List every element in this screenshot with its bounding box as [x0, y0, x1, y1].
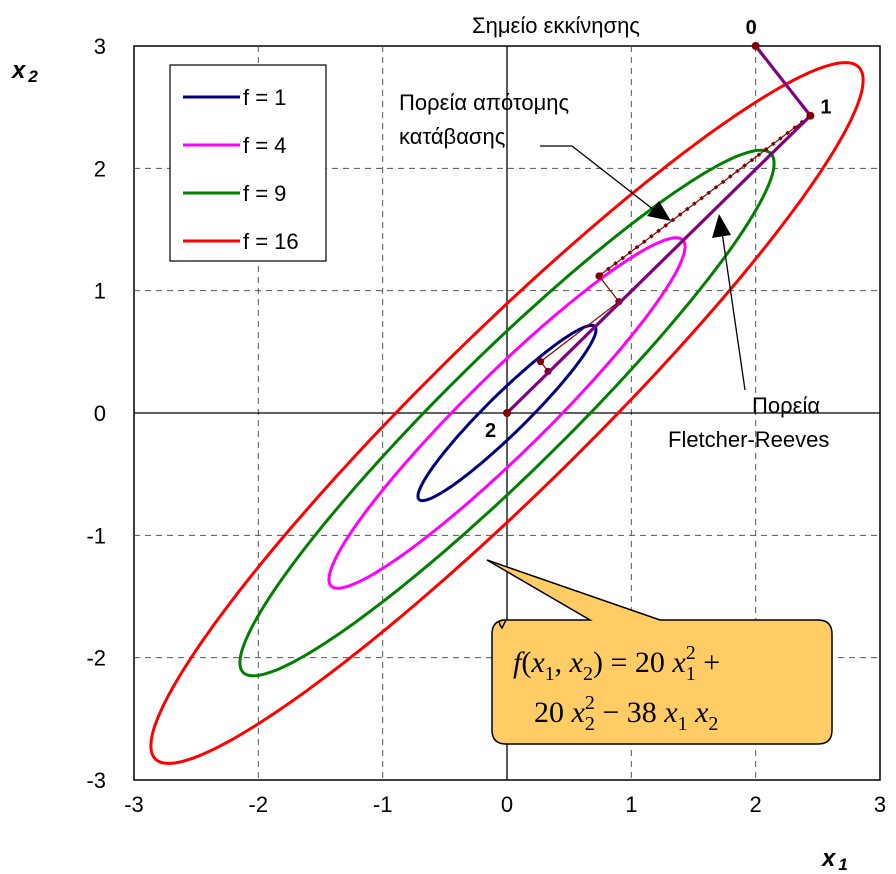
- formula-segment: 1: [678, 713, 688, 735]
- y-tick-label: -3: [86, 768, 106, 793]
- optimization-paths: 0 1 2: [485, 17, 831, 442]
- contour-f-1: [416, 323, 598, 503]
- formula-segment: x: [663, 696, 678, 729]
- formula-segment: [688, 696, 696, 729]
- formula-segment: x: [671, 646, 686, 679]
- formula-segment: 2: [708, 713, 718, 735]
- fr-annotation-line2: Fletcher-Reeves: [668, 427, 829, 452]
- fr-arrow-head: [712, 214, 731, 238]
- steepest-annotation-line1: Πορεία απότομης: [399, 90, 569, 115]
- formula-segment: 1: [686, 663, 696, 685]
- formula-segment: 2: [585, 713, 595, 735]
- steepest-path-point: [536, 358, 545, 366]
- contour-f-16: [149, 61, 865, 765]
- formula-line-1: f(x1, x2) = 20 x12 +: [513, 642, 720, 685]
- x-tick-label: -2: [249, 792, 269, 817]
- formula-segment: 2: [686, 642, 696, 664]
- formula-segment: (: [521, 646, 531, 679]
- x-tick-label: 3: [874, 792, 886, 817]
- fletcher-reeves-point: [503, 409, 511, 417]
- steepest-arrow-line: [540, 145, 655, 211]
- x-tick-label: 1: [625, 792, 637, 817]
- callout-bubble: [486, 559, 833, 745]
- point-label-1: 1: [820, 97, 831, 119]
- steepest-arrow-head: [647, 201, 671, 221]
- formula-segment: ) = 20: [593, 646, 672, 679]
- legend-label-f-1: f = 1: [243, 85, 286, 110]
- y-tick-label: -2: [86, 646, 106, 671]
- y-tick-label: -1: [86, 523, 106, 548]
- fr-arrow-line: [721, 231, 746, 391]
- formula-segment: 2: [583, 663, 593, 685]
- formula-segment: x: [530, 646, 545, 679]
- point-label-0: 0: [746, 17, 757, 39]
- formula-segment: ,: [555, 646, 570, 679]
- x-tick-label: 0: [501, 792, 513, 817]
- formula-segment: 2: [585, 692, 595, 714]
- fletcher-reeves-point: [751, 42, 760, 50]
- contour-f-9: [238, 148, 776, 678]
- formula-segment: 20: [534, 696, 572, 729]
- legend-label-f-4: f = 4: [243, 133, 286, 158]
- formula-segment: 1: [545, 663, 555, 685]
- x-tick-label: -3: [124, 792, 144, 817]
- y-tick-label: 3: [94, 34, 106, 59]
- contour-f-4: [327, 236, 687, 590]
- formula-callout: f(x1, x2) = 20 x12 +20 x22 − 38 x1 x2: [486, 559, 833, 745]
- fr-annotation-line1: Πορεία: [752, 393, 820, 418]
- legend-label-f-9: f = 9: [243, 181, 286, 206]
- x-tick-label: 2: [750, 792, 762, 817]
- steepest-path-point: [595, 272, 603, 280]
- start-point-annotation: Σημείο εκκίνησης: [472, 13, 640, 38]
- contours: [149, 61, 865, 765]
- formula-line-2: 20 x22 − 38 x1 x2: [534, 692, 718, 735]
- legend-label-f-16: f = 16: [243, 229, 299, 254]
- formula-segment: x: [571, 696, 586, 729]
- legend: f = 1 f = 4 f = 9 f = 16: [169, 64, 327, 262]
- formula-segment: − 38: [595, 696, 664, 729]
- y-tick-label: 0: [94, 401, 106, 426]
- fletcher-reeves-point: [806, 111, 815, 120]
- annotation-arrows: [540, 145, 746, 391]
- y-tick-label: 2: [94, 156, 106, 181]
- formula-segment: x: [694, 696, 709, 729]
- point-label-2: 2: [485, 420, 496, 442]
- formula-segment: +: [696, 646, 720, 679]
- x-tick-label: -1: [373, 792, 393, 817]
- formula-segment: x: [569, 646, 584, 679]
- y-tick-label: 1: [94, 279, 106, 304]
- steepest-annotation-line2: κατάβασης: [399, 124, 505, 149]
